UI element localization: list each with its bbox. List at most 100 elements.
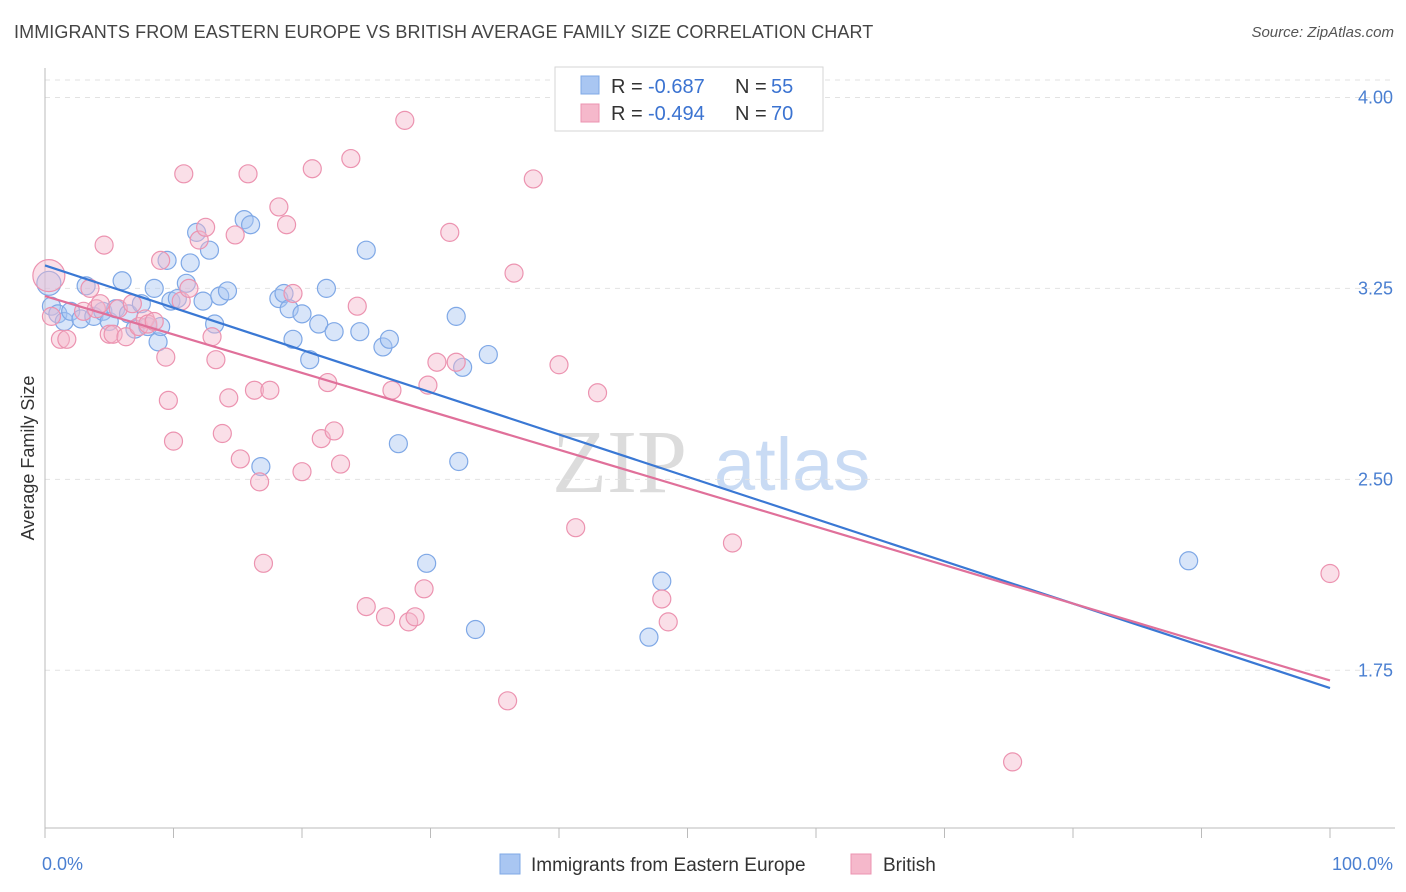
british-point-24 — [179, 278, 199, 298]
eastern-europe-point-44 — [373, 337, 393, 357]
eastern-europe-point-37 — [292, 304, 312, 324]
eastern-europe-point-25 — [193, 291, 213, 311]
british-point-3 — [57, 329, 77, 349]
british-point-55 — [414, 579, 434, 599]
x-tick-label-1: 100.0% — [1332, 854, 1393, 874]
legend-swatch-blue — [580, 75, 600, 95]
eastern-europe-point-22 — [176, 273, 196, 293]
y-tick-label-0: 1.75 — [1358, 660, 1393, 680]
eastern-europe-point-24 — [187, 222, 207, 242]
eastern-europe-point-29 — [217, 281, 238, 301]
eastern-europe-point-31 — [241, 215, 261, 235]
british-point-66 — [652, 589, 672, 609]
british-point-64 — [566, 518, 586, 538]
british-point-8 — [94, 235, 114, 255]
bottom-legend-label-pink: British — [883, 855, 936, 876]
legend-r-value-2: -0.494 — [648, 103, 705, 125]
british-point-29 — [212, 423, 232, 444]
british-point-67 — [658, 612, 678, 632]
eastern-europe-point-17 — [148, 332, 168, 352]
british-point-61 — [504, 263, 524, 283]
british-point-50 — [375, 607, 396, 627]
british-point-41 — [292, 462, 312, 482]
british-point-35 — [249, 472, 270, 492]
y-axis-label: Average Family Size — [18, 376, 38, 541]
british-point-21 — [163, 431, 184, 451]
british-point-60 — [498, 691, 518, 711]
eastern-europe-trend-line — [44, 264, 1331, 690]
british-point-57 — [427, 352, 447, 372]
british-point-69 — [1003, 752, 1023, 772]
british-point-68 — [722, 533, 743, 553]
british-point-45 — [324, 421, 344, 441]
british-point-0 — [32, 259, 66, 293]
legend-n-label-1: N = — [735, 76, 767, 98]
eastern-europe-point-48 — [446, 306, 466, 326]
watermark-atlas: atlas — [714, 423, 870, 506]
british-point-19 — [156, 347, 176, 367]
x-tick-label-0: 0.0% — [42, 854, 83, 874]
eastern-europe-point-41 — [324, 322, 344, 342]
eastern-europe-point-23 — [180, 253, 200, 273]
eastern-europe-point-45 — [379, 329, 399, 349]
y-tick-label-1: 2.50 — [1358, 469, 1393, 489]
legend-n-value-2: 70 — [771, 103, 793, 125]
eastern-europe-point-36 — [283, 329, 303, 349]
british-point-2 — [50, 329, 71, 349]
chart-title: IMMIGRANTS FROM EASTERN EUROPE VS BRITIS… — [14, 22, 874, 42]
bottom-legend: Immigrants from Eastern Europe British — [499, 853, 936, 876]
legend-r-label-2: R = — [611, 103, 643, 125]
eastern-europe-point-30 — [234, 210, 254, 230]
british-point-1 — [41, 306, 62, 326]
british-point-38 — [269, 197, 289, 217]
eastern-europe-point-42 — [350, 322, 370, 342]
british-point-36 — [253, 553, 274, 573]
british-point-62 — [523, 169, 543, 189]
british-point-18 — [151, 250, 171, 270]
eastern-europe-point-32 — [251, 456, 271, 477]
eastern-europe-point-11 — [112, 271, 132, 291]
eastern-europe-point-52 — [478, 344, 498, 365]
source-label: Source: ZipAtlas.com — [1251, 24, 1394, 41]
british-point-52 — [395, 110, 415, 130]
eastern-europe-point-26 — [199, 240, 220, 260]
legend: R = -0.687 N = 55 R = -0.494 N = 70 — [554, 66, 824, 132]
british-point-31 — [225, 225, 245, 245]
british-point-40 — [283, 283, 303, 304]
british-trend-line — [44, 294, 1331, 682]
eastern-europe-point-16 — [144, 278, 164, 298]
british-point-37 — [260, 380, 280, 400]
british-point-42 — [302, 159, 322, 179]
british-point-30 — [219, 388, 239, 408]
eastern-europe-point-0 — [36, 270, 62, 296]
eastern-europe-point-33 — [269, 288, 289, 309]
british-point-59 — [446, 352, 466, 372]
british-point-17 — [144, 311, 164, 332]
british-point-33 — [238, 164, 258, 184]
y-tick-label-3: 4.00 — [1358, 87, 1393, 107]
british-point-70 — [1320, 563, 1340, 584]
bottom-legend-swatch-pink — [850, 853, 872, 875]
british-point-53 — [399, 612, 419, 632]
eastern-europe-point-50 — [453, 357, 473, 377]
eastern-europe-point-38 — [300, 350, 320, 370]
eastern-europe-point-19 — [157, 250, 177, 270]
british-point-32 — [230, 449, 250, 469]
british-point-20 — [158, 390, 178, 411]
bottom-legend-swatch-blue — [499, 853, 521, 875]
series-british-points — [32, 110, 1340, 772]
british-point-47 — [341, 148, 361, 169]
y-tick-label-2: 3.25 — [1358, 278, 1393, 298]
eastern-europe-point-51 — [465, 619, 486, 640]
british-point-49 — [356, 597, 376, 617]
eastern-europe-point-53 — [639, 627, 659, 647]
eastern-europe-point-43 — [356, 240, 376, 260]
eastern-europe-point-55 — [1179, 551, 1199, 571]
legend-r-value-1: -0.687 — [648, 76, 705, 98]
british-point-54 — [405, 607, 425, 627]
eastern-europe-point-35 — [279, 299, 299, 319]
trend-lines — [44, 264, 1331, 690]
british-point-28 — [206, 350, 226, 370]
legend-n-label-2: N = — [735, 103, 767, 125]
